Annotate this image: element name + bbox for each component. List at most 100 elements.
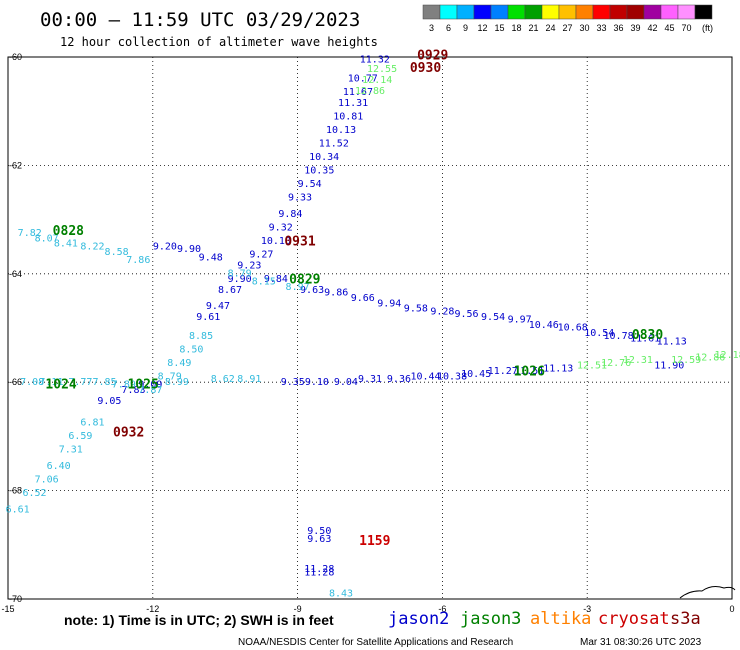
- legend-swatch: [507, 4, 526, 20]
- legend-label: 12: [477, 23, 487, 33]
- data-point: 10.38: [437, 371, 467, 382]
- grid-lines: [8, 57, 732, 599]
- data-point: 10.10: [261, 236, 291, 247]
- data-point: 10.35: [304, 166, 334, 177]
- footer-note: note: 1) Time is in UTC; 2) SWH is in fe…: [64, 612, 334, 628]
- data-point: 8.99: [165, 377, 189, 388]
- data-point: 12.51: [577, 361, 607, 372]
- data-point: 7.82: [18, 228, 42, 239]
- data-point: 10.81: [333, 111, 363, 122]
- data-point: 9.10: [305, 377, 329, 388]
- data-point: 10.68: [558, 323, 588, 334]
- x-tick-label: -9: [294, 604, 302, 614]
- legend-label: (ft): [702, 23, 713, 33]
- data-point: 12.55: [367, 64, 397, 75]
- legend-label: 45: [664, 23, 674, 33]
- data-point: 9.09: [138, 380, 162, 391]
- satellite-legend-altika: altika: [530, 609, 591, 629]
- data-point: 9.05: [97, 396, 121, 407]
- data-point: 6.61: [6, 504, 30, 515]
- data-point: 10.46: [529, 320, 559, 331]
- legend-label: 15: [494, 23, 504, 33]
- data-point: 10.54: [584, 328, 614, 339]
- satellite-legend-cryosat: cryosat: [598, 609, 670, 629]
- data-point: 9.54: [481, 312, 505, 323]
- legend-swatch: [575, 4, 594, 20]
- data-point: 7.85: [92, 377, 116, 388]
- data-point: 12.76: [601, 358, 631, 369]
- data-point: 11.31: [338, 98, 368, 109]
- data-point: 8.58: [105, 247, 129, 258]
- time-label: 1159: [359, 534, 390, 549]
- time-label: 0931: [284, 235, 315, 250]
- legend-label: 24: [545, 23, 555, 33]
- data-point: 8.67: [218, 285, 242, 296]
- legend-label: 33: [596, 23, 606, 33]
- x-tick-label: -12: [146, 604, 159, 614]
- legend-swatch: [558, 4, 577, 20]
- data-point: 11.28: [304, 568, 334, 579]
- y-tick-label: -62: [9, 160, 22, 170]
- data-point: 10.78: [604, 331, 634, 342]
- data-point: 9.86: [324, 287, 348, 298]
- satellite-legend-s3a: s3a: [670, 609, 701, 629]
- data-point: 6.59: [68, 431, 92, 442]
- data-point: 11.90: [654, 361, 684, 372]
- data-point: 9.84: [278, 209, 302, 220]
- time-label: 1025: [127, 378, 158, 393]
- data-point: 11.51: [514, 366, 544, 377]
- data-point: 12.31: [623, 355, 653, 366]
- data-point: 10.45: [461, 369, 491, 380]
- y-tick-label: -64: [9, 269, 22, 279]
- data-point: 8.79: [158, 371, 182, 382]
- data-point: 8.22: [80, 241, 104, 252]
- legend-label: 9: [463, 23, 468, 33]
- data-point: 9.90: [228, 274, 252, 285]
- data-point: 8.15: [252, 277, 276, 288]
- time-label: 0830: [632, 328, 663, 343]
- data-point: 7.83: [121, 385, 145, 396]
- data-point: 11.28: [304, 564, 334, 575]
- legend-swatch: [609, 4, 628, 20]
- data-point: 9.90: [177, 244, 201, 255]
- x-tick-label: -3: [583, 604, 591, 614]
- data-point: 11.13: [657, 336, 687, 347]
- legend-swatch: [626, 4, 645, 20]
- data-point: 8.07: [35, 233, 59, 244]
- legend-swatch: [456, 4, 475, 20]
- x-tick-label: -6: [438, 604, 446, 614]
- data-point: 9.56: [454, 309, 478, 320]
- y-tick-label: -70: [9, 594, 22, 604]
- chart-title: 00:00 – 11:59 UTC 03/29/2023: [40, 9, 360, 31]
- time-label: 0930: [410, 61, 441, 76]
- data-point: 11.13: [543, 363, 573, 374]
- data-point: 9.28: [430, 306, 454, 317]
- legend-label: 27: [562, 23, 572, 33]
- legend-swatch: [677, 4, 696, 20]
- axis-ticks: -15 -12 -9 -6 -3 0 -60 -62 -64 -66 -68 -70: [1, 52, 734, 614]
- legend-swatch: [643, 4, 662, 20]
- data-point: 8.49: [167, 358, 191, 369]
- color-scale-legend: 3 6 9 12 15 18 21 24 27 30 33 36 39 42 45 70 (ft): [422, 4, 713, 33]
- legend-swatch: [524, 4, 543, 20]
- data-point: 9.33: [288, 193, 312, 204]
- y-tick-label: -68: [9, 486, 22, 496]
- data-point: 12.86: [695, 353, 725, 364]
- data-point: 9.58: [404, 304, 428, 315]
- data-point: 9.66: [351, 293, 375, 304]
- data-point: 10.13: [326, 125, 356, 136]
- data-point: 6.52: [22, 488, 46, 499]
- legend-swatch: [541, 4, 560, 20]
- data-point: 10.77: [348, 73, 378, 84]
- data-point: 9.32: [269, 222, 293, 233]
- legend-label: 21: [528, 23, 538, 33]
- satellite-legend: jason2 jason3 altika cryosat s3a: [388, 609, 701, 629]
- time-label: 0829: [289, 273, 320, 288]
- data-point: 8.79: [228, 269, 252, 280]
- time-label: 0929: [417, 49, 448, 64]
- data-point: 7.89: [112, 380, 136, 391]
- data-point: 8.41: [54, 239, 78, 250]
- data-point: 9.61: [196, 312, 220, 323]
- data-point: 9.35: [281, 377, 305, 388]
